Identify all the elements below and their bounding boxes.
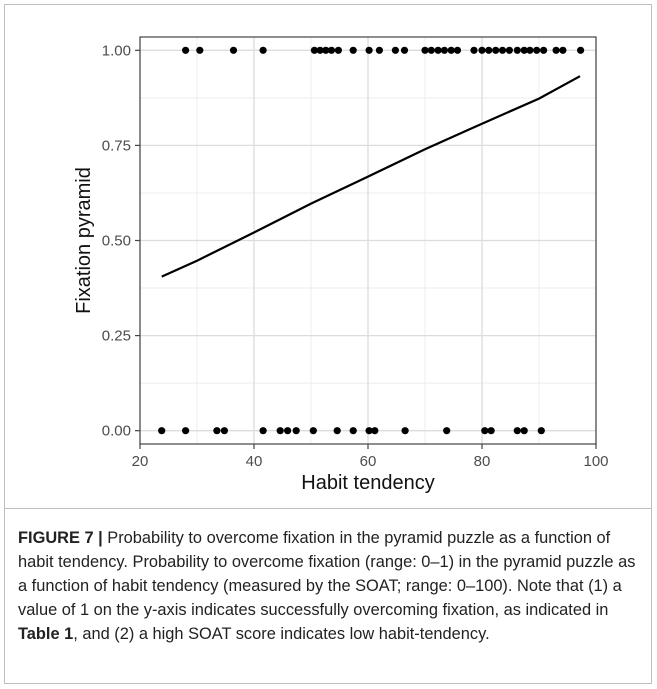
data-point	[292, 427, 300, 435]
x-tick-label: 20	[132, 453, 149, 470]
figure-frame	[4, 4, 652, 684]
data-point	[520, 46, 528, 54]
data-point	[259, 427, 267, 435]
data-point	[349, 427, 357, 435]
data-point	[365, 427, 373, 435]
y-tick-label: 0.00	[102, 423, 131, 440]
data-point	[391, 46, 399, 54]
data-point	[498, 46, 507, 54]
data-point	[375, 46, 383, 54]
chart: 20 40 60 80 100 0.00 0.25 0.50 0.75 1.00 Habit ten…	[73, 36, 609, 494]
data-point	[276, 427, 284, 435]
data-point	[434, 46, 442, 54]
data-point	[443, 427, 451, 435]
data-point	[322, 46, 330, 54]
data-point	[349, 46, 357, 54]
data-point	[365, 46, 373, 54]
caption-text-1: Probability to overcome fixation in the …	[18, 529, 636, 619]
fit-line	[161, 75, 581, 278]
x-tick-label: 60	[360, 453, 377, 470]
data-point	[513, 46, 521, 54]
data-point	[158, 427, 166, 435]
data-point	[229, 46, 238, 54]
data-point	[284, 427, 292, 435]
figure-label: FIGURE 7 |	[18, 529, 103, 547]
y-tick-label: 0.25	[102, 328, 131, 345]
data-point	[421, 46, 429, 54]
data-point	[520, 427, 528, 435]
x-tick-label: 80	[474, 453, 491, 470]
caption-text-2: , and (2) a high SOAT score indicates lo…	[73, 625, 490, 643]
y-tick-label: 1.00	[102, 42, 131, 59]
data-point	[310, 46, 318, 54]
data-point	[447, 46, 455, 54]
data-point	[487, 427, 495, 435]
data-point	[540, 46, 548, 54]
x-tick-label: 100	[583, 453, 608, 470]
caption-divider	[4, 508, 652, 509]
data-point	[327, 46, 336, 54]
data-point	[213, 427, 221, 435]
data-point	[577, 46, 585, 54]
data-point	[513, 427, 521, 435]
data-point	[182, 427, 190, 435]
data-point	[478, 46, 486, 54]
data-point	[453, 46, 462, 54]
data-point	[401, 427, 409, 435]
data-point	[400, 46, 409, 54]
data-point	[537, 427, 545, 435]
data-point	[220, 427, 228, 435]
data-point	[309, 427, 317, 435]
data-point	[371, 427, 379, 435]
data-point	[485, 46, 493, 54]
data-point	[505, 46, 513, 54]
data-point	[481, 427, 489, 435]
data-point	[526, 46, 534, 54]
data-point	[259, 46, 267, 54]
data-point	[440, 46, 448, 54]
y-tick-label: 0.50	[102, 233, 131, 250]
y-axis-label: Fixation pyramid	[73, 167, 95, 314]
x-axis-label: Habit tendency	[301, 472, 434, 494]
data-point	[316, 46, 324, 54]
data-point	[333, 427, 341, 435]
data-point	[492, 46, 500, 54]
data-point	[427, 46, 435, 54]
x-tick-label: 40	[246, 453, 263, 470]
data-point	[552, 46, 560, 54]
y-tick-label: 0.75	[102, 137, 131, 154]
data-point	[182, 46, 190, 54]
table-reference: Table 1	[18, 625, 74, 643]
data-point	[196, 46, 204, 54]
data-point	[533, 46, 541, 54]
data-point	[559, 46, 567, 54]
data-point	[334, 46, 342, 54]
figure-caption: FIGURE 7 | Probability to overcome fixat…	[18, 526, 636, 646]
data-point	[470, 46, 478, 54]
